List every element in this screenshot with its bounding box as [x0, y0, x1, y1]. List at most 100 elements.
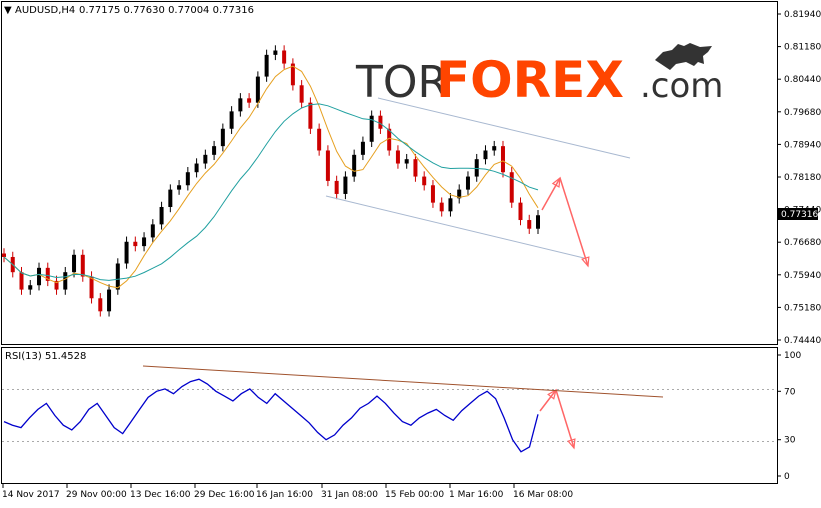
- projection-arrow-down-head: [581, 256, 590, 268]
- candle-body: [2, 253, 6, 257]
- ma-fast-line: [3, 65, 539, 289]
- candle-body: [439, 202, 444, 212]
- candle-body: [168, 189, 173, 207]
- ma-slow-line: [3, 103, 539, 281]
- candle-body: [465, 176, 470, 190]
- candle-body: [19, 272, 24, 290]
- y-tick-label: 0.74440: [784, 336, 821, 346]
- candle-body: [194, 163, 199, 173]
- candle-body: [387, 128, 392, 151]
- analysis-annotations: [142, 97, 664, 450]
- rsi-trend-line: [142, 365, 664, 398]
- candle-body: [483, 150, 488, 160]
- candle-body: [80, 254, 85, 277]
- y-tick-label: 0.76680: [784, 238, 821, 248]
- candle-body: [255, 76, 260, 103]
- x-tick-label: 29 Dec 16:00: [194, 490, 255, 500]
- projection-arrow-down: [559, 177, 589, 267]
- candle-body: [334, 180, 339, 194]
- projection-arrow-up: [541, 177, 561, 211]
- x-tick-label: 1 Mar 16:00: [449, 490, 504, 500]
- rsi-arrow-up-head: [547, 388, 557, 400]
- y-tick-label: 0.75940: [784, 271, 821, 281]
- candle-body: [500, 146, 505, 173]
- candle-body: [264, 54, 269, 77]
- x-tick-label: 16 Mar 08:00: [513, 490, 573, 500]
- candle-body: [317, 128, 322, 151]
- x-tick-label: 14 Nov 2017: [2, 490, 60, 500]
- candle-body: [177, 185, 182, 190]
- candle-body: [212, 146, 217, 155]
- candle-body: [37, 267, 42, 286]
- candle-body: [133, 241, 138, 247]
- candle-body: [150, 224, 155, 238]
- candle-body: [527, 220, 532, 229]
- candle-body: [28, 285, 33, 290]
- candle-body: [325, 150, 330, 181]
- y-tick-label: 0.81940: [784, 10, 821, 20]
- x-tick-label: 29 Nov 00:00: [66, 490, 127, 500]
- candle-body: [448, 198, 453, 212]
- rsi-title: RSI(13) 51.4528: [5, 351, 86, 362]
- x-tick-label: 16 Jan 16:00: [256, 490, 313, 500]
- channel-upper-line: [377, 97, 631, 159]
- candle-body: [63, 272, 68, 290]
- projection-arrow-up-head: [551, 176, 561, 188]
- y-tick-label: 0.78180: [784, 173, 821, 183]
- chart-ohlc: 0.77175 0.77630 0.77004 0.77316: [79, 5, 254, 16]
- candle-body: [369, 115, 374, 142]
- rsi-series: [3, 378, 539, 453]
- candle-body: [159, 206, 164, 225]
- candle-body: [395, 150, 400, 164]
- candle-body: [282, 50, 287, 64]
- chart-symbol: AUDUSD,H4: [15, 5, 75, 16]
- rsi-y-tick-label: 0: [784, 472, 790, 482]
- y-tick-label: 0.75180: [784, 303, 821, 313]
- rsi-arrow-down-head: [567, 438, 576, 450]
- rsi-arrow-up: [539, 389, 557, 412]
- candle-body: [492, 146, 497, 151]
- candle-body: [220, 128, 225, 147]
- candle-body: [457, 189, 462, 199]
- candle-body: [352, 154, 357, 177]
- candle-body: [308, 102, 313, 129]
- candle-body: [299, 85, 304, 103]
- main-panel-frame: [1, 1, 778, 345]
- candle-body: [343, 176, 348, 194]
- rsi-y-tick-label: 30: [784, 436, 796, 446]
- candle-body: [247, 98, 252, 103]
- candle-body: [124, 241, 129, 264]
- candlestick-series: [2, 45, 540, 317]
- last-price-marker: [778, 208, 818, 220]
- moving-averages: [3, 65, 539, 289]
- logo-com: .com: [640, 66, 723, 106]
- candle-body: [290, 63, 295, 86]
- logo-forex: FOREX: [436, 51, 624, 109]
- x-tick-label: 13 Dec 16:00: [130, 490, 191, 500]
- candle-body: [430, 185, 435, 203]
- candle-body: [273, 50, 278, 55]
- candle-body: [185, 172, 190, 186]
- y-tick-label: 0.81180: [784, 43, 821, 53]
- rsi-arrow-down: [555, 389, 575, 449]
- chart-title-arrow: ▼: [4, 5, 12, 16]
- candle-body: [98, 298, 103, 312]
- candle-body: [360, 141, 365, 155]
- axes: 0.81940 0.81180 0.80440 0.79680 0.78940 0.781…: [2, 10, 821, 500]
- candle-body: [238, 98, 243, 112]
- candle-body: [54, 280, 59, 290]
- logo-tor: TOR: [355, 57, 448, 108]
- x-tick-label: 15 Feb 00:00: [385, 490, 444, 500]
- rsi-panel-frame: [1, 347, 778, 484]
- candle-body: [518, 202, 523, 221]
- candle-body: [107, 289, 112, 312]
- candle-body: [422, 176, 427, 186]
- last-price-label: 0.77316: [781, 210, 818, 220]
- candle-body: [474, 159, 479, 177]
- candle-body: [45, 267, 50, 281]
- candle-body: [203, 154, 208, 164]
- candle-body: [378, 115, 383, 129]
- bull-icon: [655, 43, 712, 70]
